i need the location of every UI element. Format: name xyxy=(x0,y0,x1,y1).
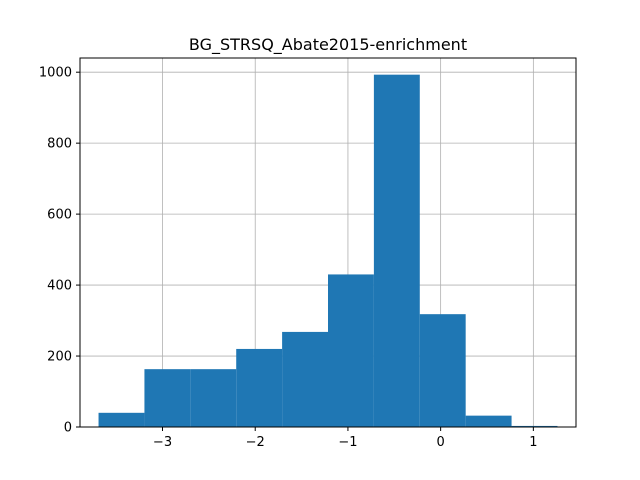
y-tick-label: 600 xyxy=(47,208,72,223)
histogram-bar xyxy=(98,412,145,427)
histogram-bar xyxy=(282,331,328,427)
y-tick-label: 800 xyxy=(47,137,72,152)
y-tick-label: 0 xyxy=(64,421,72,436)
x-tick-label: 0 xyxy=(437,435,445,450)
plot-frame xyxy=(79,57,577,428)
x-tick-label: −2 xyxy=(246,435,265,450)
x-tick-label: −3 xyxy=(153,435,172,450)
histogram-bar xyxy=(419,314,466,427)
x-axis: −3 −2 −1 0 1 xyxy=(153,427,537,450)
histogram-bar xyxy=(465,415,512,427)
x-tick-label: 1 xyxy=(529,435,537,450)
histogram-bar xyxy=(190,369,237,427)
y-tick-label: 200 xyxy=(47,350,72,365)
histogram-bar xyxy=(236,348,283,427)
y-axis: 0 200 400 600 800 1000 xyxy=(39,66,80,436)
histogram-bars xyxy=(98,74,558,427)
histogram-bar xyxy=(328,274,374,427)
y-tick-label: 1000 xyxy=(39,66,72,81)
histogram-bar xyxy=(373,74,420,427)
chart-title: BG_STRSQ_Abate2015-enrichment xyxy=(189,35,467,55)
x-tick-label: −1 xyxy=(338,435,357,450)
histogram-bar xyxy=(144,369,191,427)
histogram-bar xyxy=(511,425,558,427)
y-tick-label: 400 xyxy=(47,279,72,294)
